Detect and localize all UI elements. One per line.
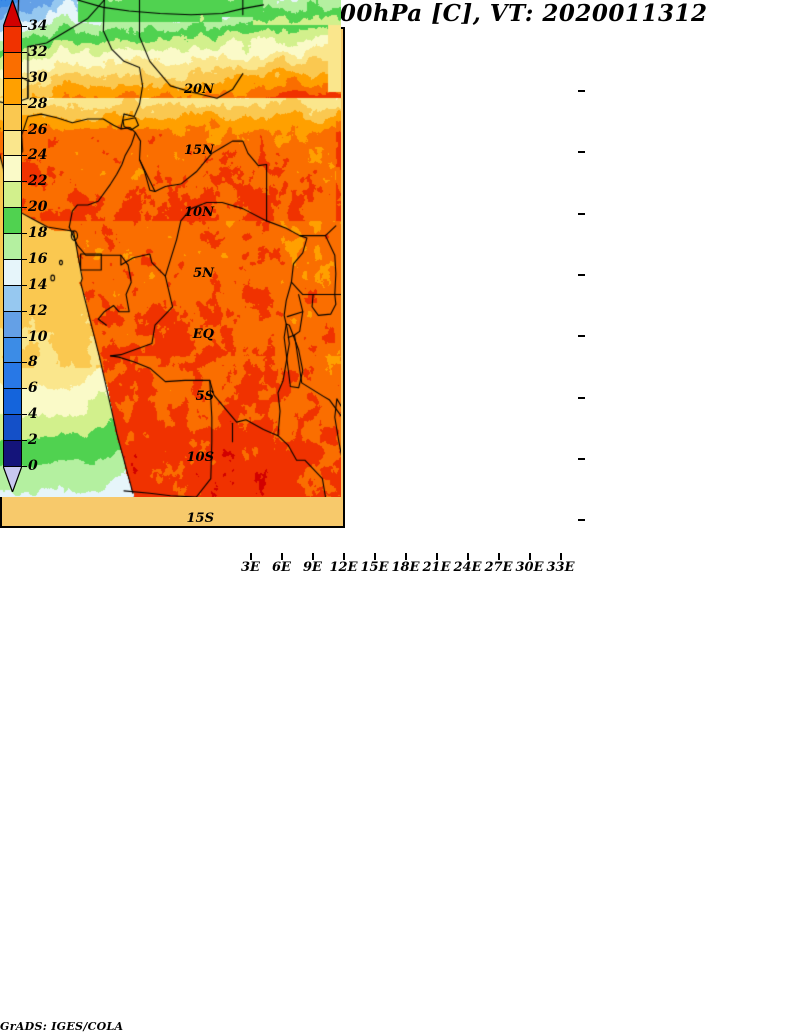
colorbar-band xyxy=(3,388,22,416)
x-axis-tick-label: 27E xyxy=(484,560,513,575)
colorbar-tick-mark xyxy=(22,129,27,131)
colorbar-tick-mark xyxy=(22,466,27,467)
x-axis-tick-label: 18E xyxy=(391,560,420,575)
x-axis-tick-label: 9E xyxy=(303,560,322,575)
colorbar-band xyxy=(3,336,22,364)
colorbar-tick-label: 30 xyxy=(28,69,48,86)
y-axis-tick-mark xyxy=(578,396,585,399)
x-axis-tick-mark xyxy=(435,553,438,560)
colorbar-tick-label: 8 xyxy=(28,354,38,371)
attribution-footer: GrADS: IGES/COLA xyxy=(0,1020,124,1033)
colorbar-band xyxy=(3,129,22,157)
colorbar-tick-mark xyxy=(22,51,27,53)
colorbar-tick-label: 14 xyxy=(28,276,48,293)
colorbar-tick-label: 34 xyxy=(28,18,48,34)
x-axis-tick-mark xyxy=(497,553,500,560)
y-axis-tick-mark xyxy=(578,519,585,522)
colorbar-tick-label: 6 xyxy=(28,380,38,397)
colorbar-tick-label: 22 xyxy=(28,173,48,190)
colorbar-tick-mark xyxy=(22,103,27,105)
colorbar-band xyxy=(3,310,22,338)
colorbar-tick-label: 4 xyxy=(28,406,38,423)
colorbar-band xyxy=(3,103,22,131)
colorbar-band xyxy=(3,155,22,183)
y-axis-tick-label: 5S xyxy=(195,388,214,404)
colorbar-tick-mark xyxy=(22,77,27,79)
x-axis-tick-label: 6E xyxy=(272,560,291,575)
temperature-map[interactable] xyxy=(0,0,345,528)
y-axis-tick-label: 20N xyxy=(184,81,214,97)
y-axis-tick-mark xyxy=(578,151,585,154)
x-axis-tick-label: 12E xyxy=(329,560,358,575)
x-axis-tick-label: 24E xyxy=(453,560,482,575)
y-axis-tick-label: EQ xyxy=(192,327,214,343)
colorbar-tick-label: 28 xyxy=(28,95,48,112)
x-axis-tick-mark xyxy=(559,553,562,560)
colorbar-tick-mark xyxy=(22,207,27,209)
colorbar-tick-mark xyxy=(22,26,27,27)
colorbar-tick-mark xyxy=(22,336,27,338)
y-axis-tick-mark xyxy=(578,89,585,92)
colorbar-tick-label: 10 xyxy=(28,328,48,345)
colorbar-band xyxy=(3,258,22,286)
colorbar-band xyxy=(3,51,22,79)
colorbar-tick-label: 18 xyxy=(28,225,48,242)
colorbar-band xyxy=(3,233,22,260)
x-axis-tick-mark xyxy=(404,553,407,560)
x-axis-tick-label: 15E xyxy=(360,560,389,575)
x-axis-tick-mark xyxy=(528,553,531,560)
y-axis-tick-mark xyxy=(578,457,585,460)
x-axis-tick-mark xyxy=(342,553,345,560)
y-axis-tick-label: 15N xyxy=(184,143,214,159)
colorbar-tick-mark xyxy=(22,155,27,157)
x-axis-tick-label: 30E xyxy=(515,560,544,575)
y-axis-tick-label: 10S xyxy=(186,449,214,465)
colorbar-band xyxy=(3,207,22,235)
colorbar-tick-label: 32 xyxy=(28,43,48,60)
colorbar-tick-label: 26 xyxy=(28,121,48,138)
colorbar-tick-mark xyxy=(22,362,27,364)
colorbar-tick-mark xyxy=(22,284,27,286)
x-axis-tick-mark xyxy=(280,553,283,560)
colorbar-tick-label: 0 xyxy=(28,458,38,474)
colorbar-band xyxy=(3,284,22,312)
y-axis-tick-label: 5N xyxy=(193,265,214,281)
colorbar-band xyxy=(3,77,22,105)
x-axis-tick-label: 33E xyxy=(546,560,575,575)
colorbar-under-range-arrow xyxy=(2,465,23,494)
colorbar-tick-mark xyxy=(22,388,27,390)
colorbar-tick-mark xyxy=(22,233,27,235)
x-axis-tick-mark xyxy=(249,553,252,560)
colorbar-tick-mark xyxy=(22,258,27,260)
colorbar[interactable]: 0 2 4 6 8 10 12 14 16 18 20 22 24 26 28 30 32 34 xyxy=(0,0,47,1020)
colorbar-band xyxy=(3,181,22,209)
colorbar-tick-mark xyxy=(22,414,27,416)
y-axis-tick-mark xyxy=(578,273,585,276)
y-axis-tick-label: 15S xyxy=(186,511,214,527)
colorbar-tick-label: 24 xyxy=(28,147,48,164)
y-axis-tick-label: 10N xyxy=(184,204,214,220)
colorbar-tick-mark xyxy=(22,440,27,442)
colorbar-tick-label: 20 xyxy=(28,199,48,216)
colorbar-band xyxy=(3,362,22,390)
colorbar-over-range-arrow xyxy=(2,0,23,28)
colorbar-band xyxy=(3,440,22,467)
temperature-field-canvas xyxy=(0,0,341,497)
x-axis-tick-mark xyxy=(373,553,376,560)
x-axis-tick-mark xyxy=(311,553,314,560)
colorbar-tick-mark xyxy=(22,310,27,312)
colorbar-band xyxy=(3,26,22,53)
x-axis-tick-mark xyxy=(466,553,469,560)
colorbar-tick-label: 12 xyxy=(28,302,48,319)
x-axis-tick-label: 3E xyxy=(241,560,260,575)
colorbar-band xyxy=(3,414,22,442)
colorbar-tick-mark xyxy=(22,181,27,183)
x-axis-tick-label: 21E xyxy=(422,560,451,575)
colorbar-tick-label: 2 xyxy=(28,432,38,449)
y-axis-tick-mark xyxy=(578,212,585,215)
y-axis-tick-mark xyxy=(578,335,585,338)
colorbar-tick-label: 16 xyxy=(28,250,48,267)
